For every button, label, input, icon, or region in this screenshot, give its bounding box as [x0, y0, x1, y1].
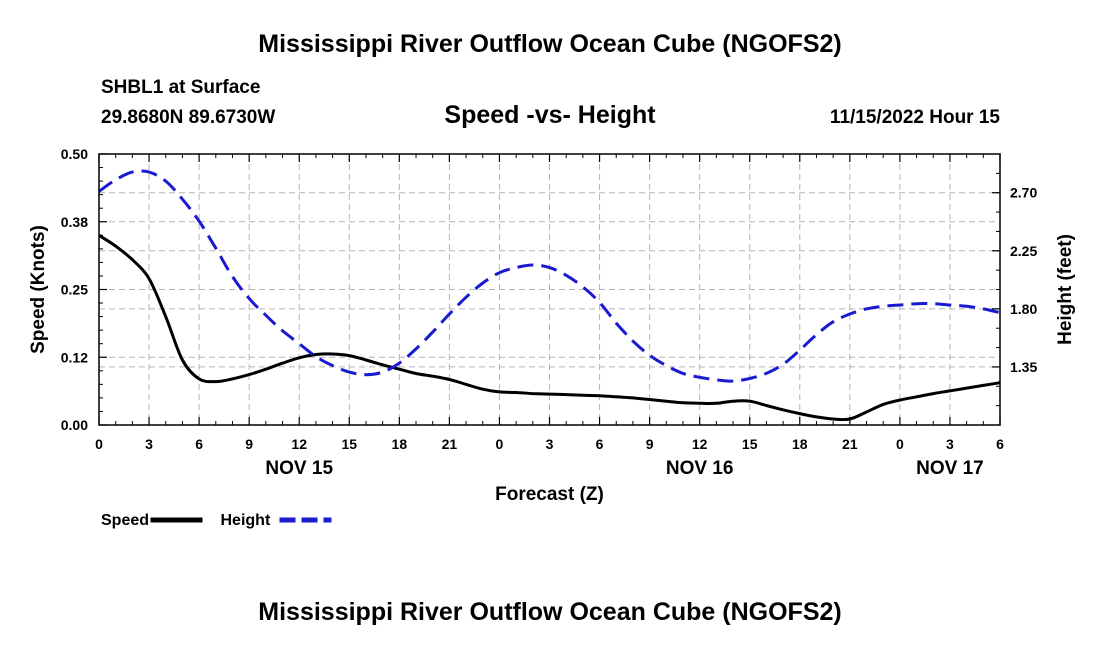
y-left-tick-label: 0.00	[61, 417, 88, 433]
x-tick-label: 3	[546, 436, 554, 452]
x-tick-label: 6	[195, 436, 203, 452]
x-tick-label: 3	[946, 436, 954, 452]
x-day-label: NOV 17	[916, 458, 984, 479]
x-tick-label: 21	[842, 436, 858, 452]
x-tick-label: 3	[145, 436, 153, 452]
y-right-tick-label: 1.35	[1010, 359, 1037, 375]
x-tick-label: 9	[646, 436, 654, 452]
series-line-height	[98, 169, 1001, 383]
x-tick-label: 0	[896, 436, 904, 452]
x-tick-label: 18	[792, 436, 808, 452]
x-tick-label: 6	[996, 436, 1004, 452]
y-left-tick-label: 0.50	[61, 146, 88, 162]
y-axis-right-title: Height (feet)	[1055, 234, 1076, 345]
y-right-tick-label: 1.80	[1010, 301, 1037, 317]
y-axis-left-title: Speed (Knots)	[28, 225, 49, 354]
forecast-datetime: 11/15/2022 Hour 15	[829, 107, 1000, 128]
x-tick-label: 15	[341, 436, 357, 452]
station-label: SHBL1 at Surface	[101, 77, 261, 98]
x-tick-label: 9	[245, 436, 253, 452]
legend: Speed Height	[101, 512, 332, 529]
legend-label-speed: Speed	[101, 512, 149, 529]
y-right-tick-label: 2.25	[1010, 243, 1037, 259]
x-axis-title: Forecast (Z)	[495, 484, 604, 505]
main-title: Mississippi River Outflow Ocean Cube (NG…	[258, 30, 842, 58]
legend-label-height: Height	[221, 512, 271, 529]
station-coordinates: 29.8680N 89.6730W	[101, 107, 276, 128]
chart-subtitle: Speed -vs- Height	[444, 101, 656, 129]
x-tick-label: 12	[692, 436, 708, 452]
grid-lines	[99, 154, 1000, 425]
axis-ticks: 0 3 6 9 12 15 18 21 0 3 6 9 12 15 18 21 0 3 6 NOV 15 NOV 16 N…	[61, 146, 1038, 479]
footer-title: Mississippi River Outflow Ocean Cube (NG…	[258, 598, 842, 626]
x-tick-label: 15	[742, 436, 758, 452]
y-left-tick-label: 0.12	[61, 349, 88, 365]
x-tick-label: 18	[392, 436, 408, 452]
x-tick-label: 12	[291, 436, 307, 452]
x-tick-label: 6	[596, 436, 604, 452]
x-day-label: NOV 15	[265, 458, 333, 479]
x-tick-label: 21	[442, 436, 458, 452]
y-right-tick-label: 2.70	[1010, 185, 1037, 201]
y-left-tick-label: 0.38	[61, 214, 88, 230]
x-tick-label: 0	[95, 436, 103, 452]
x-tick-label: 0	[496, 436, 504, 452]
y-left-tick-label: 0.25	[61, 282, 88, 298]
x-day-label: NOV 16	[666, 458, 734, 479]
